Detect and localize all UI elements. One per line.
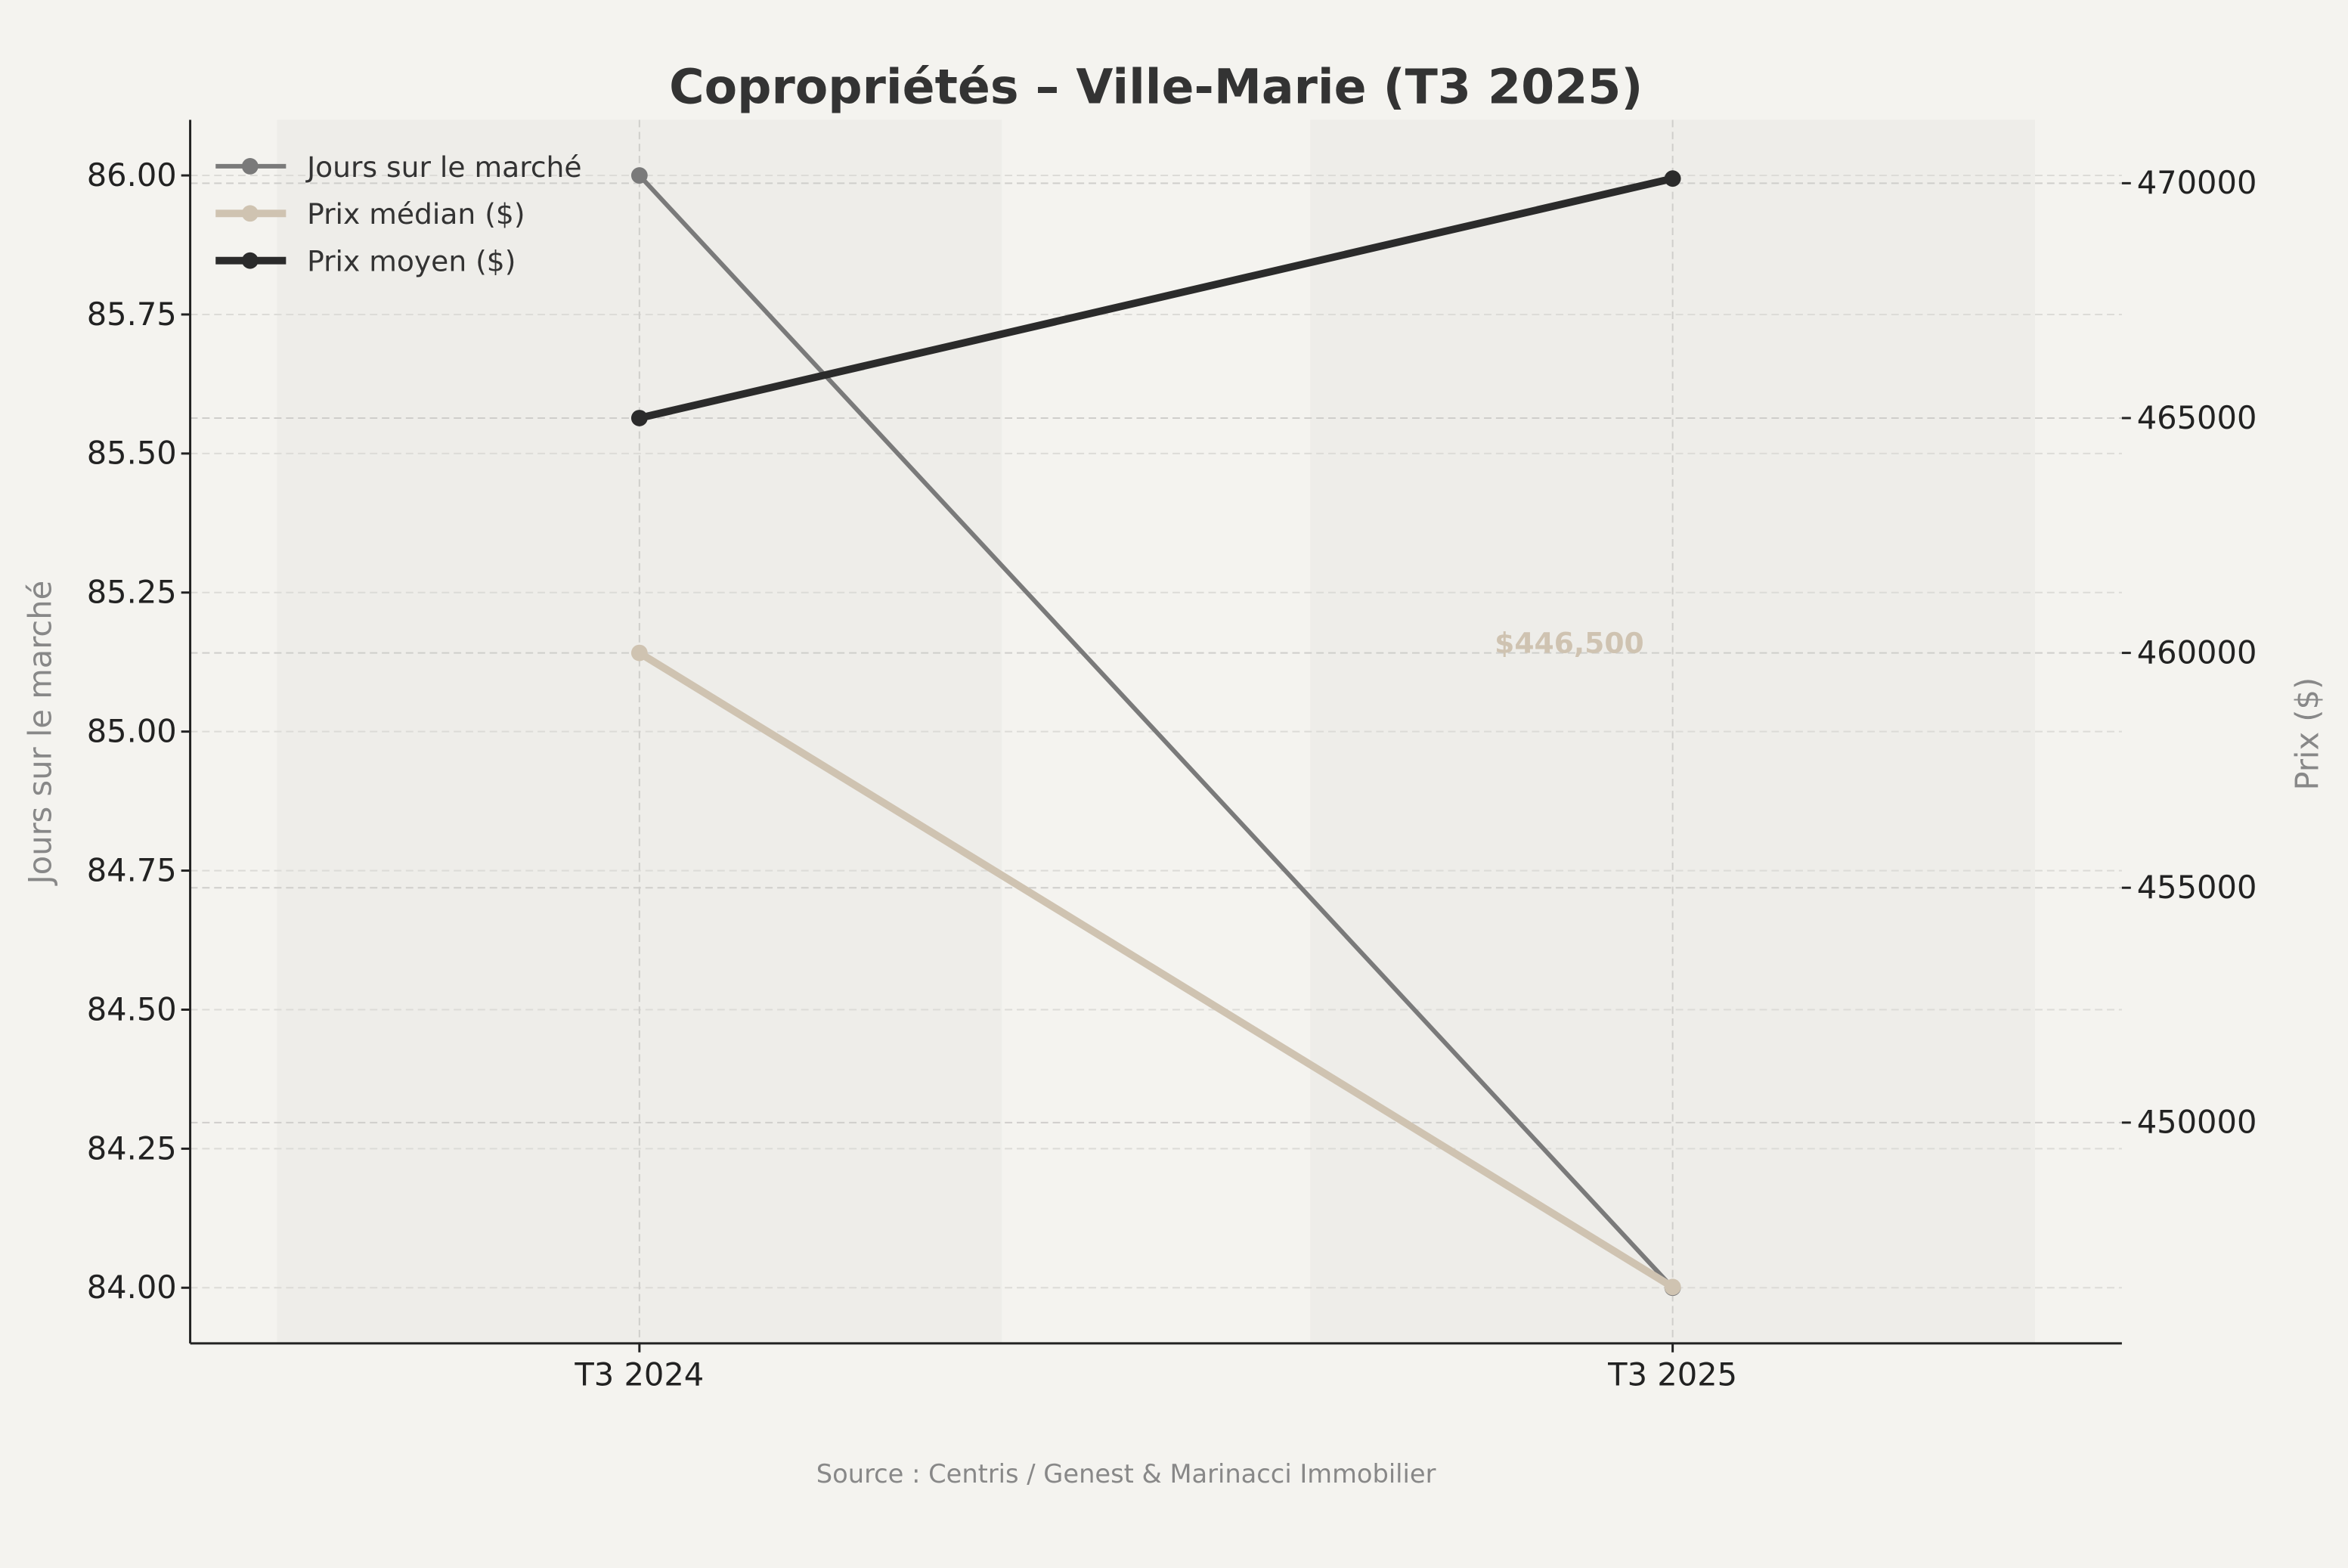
tick-label-x: T3 2024 bbox=[574, 1356, 704, 1393]
tick-label-right: 460000 bbox=[2137, 634, 2257, 671]
tick-label-left: 85.00 bbox=[87, 713, 177, 750]
legend-label: Prix moyen ($) bbox=[307, 245, 516, 278]
data-point bbox=[1664, 170, 1681, 187]
legend-label: Prix médian ($) bbox=[307, 197, 525, 231]
legend-marker bbox=[241, 205, 259, 222]
tick-label-left: 85.75 bbox=[87, 296, 177, 333]
tick-label-left: 85.25 bbox=[87, 574, 177, 611]
tick-label-right: 465000 bbox=[2137, 399, 2257, 436]
tick-label-left: 84.00 bbox=[87, 1269, 177, 1306]
annotation-median: $446,500 bbox=[1495, 627, 1644, 660]
chart-title: Copropriétés – Ville-Marie (T3 2025) bbox=[669, 59, 1643, 115]
legend-marker bbox=[241, 252, 259, 269]
series-line bbox=[637, 649, 1675, 1291]
y-axis-right-label: Prix ($) bbox=[2288, 677, 2325, 791]
data-point bbox=[630, 167, 648, 184]
series-line bbox=[638, 175, 1674, 422]
data-point bbox=[630, 644, 648, 662]
tick-label-left: 84.50 bbox=[87, 990, 177, 1027]
tick-label-left: 86.00 bbox=[87, 156, 177, 194]
tick-label-right: 455000 bbox=[2137, 869, 2257, 906]
data-point bbox=[1664, 1278, 1681, 1296]
tick-label-left: 85.50 bbox=[87, 435, 177, 472]
tick-label-left: 84.25 bbox=[87, 1130, 177, 1167]
source-note: Source : Centris / Genest & Marinacci Im… bbox=[816, 1459, 1436, 1489]
y-axis-left-label: Jours sur le marché bbox=[21, 581, 58, 887]
data-point bbox=[630, 410, 648, 426]
tick-label-right: 450000 bbox=[2137, 1104, 2257, 1141]
series-line bbox=[637, 174, 1674, 1290]
legend-marker bbox=[241, 157, 259, 175]
legend-label: Jours sur le marché bbox=[305, 150, 581, 184]
tick-label-x: T3 2025 bbox=[1607, 1356, 1737, 1393]
tick-label-left: 84.75 bbox=[87, 851, 177, 888]
tick-label-right: 470000 bbox=[2137, 164, 2257, 201]
legend: Jours sur le marché Prix médian ($) Prix m… bbox=[215, 150, 582, 278]
